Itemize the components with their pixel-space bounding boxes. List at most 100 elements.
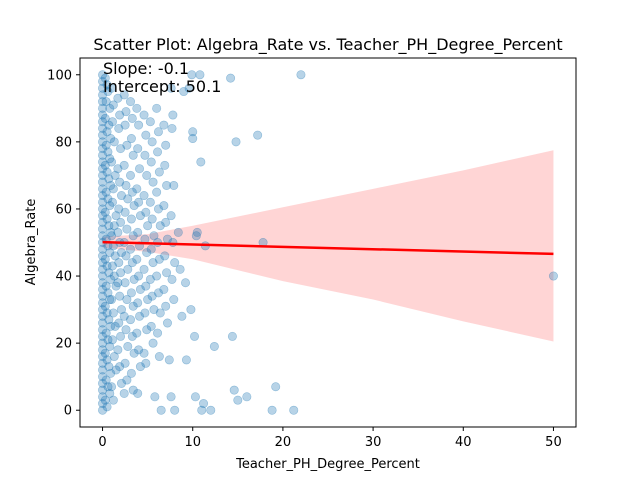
scatter-point xyxy=(148,177,158,187)
scatter-point xyxy=(98,191,108,201)
scatter-point xyxy=(139,264,149,274)
y-tick-label: 80 xyxy=(55,135,72,150)
scatter-point xyxy=(102,167,112,177)
scatter-point xyxy=(121,180,131,190)
scatter-point xyxy=(98,76,108,86)
x-tick-label: 40 xyxy=(455,435,472,450)
scatter-point xyxy=(103,87,113,97)
scatter-point xyxy=(114,204,124,214)
scatter-point xyxy=(153,147,163,157)
scatter-point xyxy=(98,97,108,107)
scatter-point xyxy=(115,177,125,187)
scatter-point xyxy=(98,177,108,187)
x-axis-label: Teacher_PH_Degree_Percent xyxy=(235,457,420,472)
scatter-point xyxy=(187,70,197,80)
scatter-point xyxy=(101,375,111,385)
scatter-point xyxy=(166,392,176,402)
scatter-point xyxy=(206,405,216,415)
scatter-point xyxy=(108,100,118,110)
scatter-point xyxy=(139,110,149,120)
scatter-point xyxy=(119,311,129,321)
scatter-point xyxy=(162,318,172,328)
scatter-point xyxy=(98,399,108,409)
scatter-point xyxy=(156,405,166,415)
scatter-point xyxy=(173,227,183,237)
scatter-point xyxy=(113,227,123,237)
scatter-point xyxy=(113,345,123,355)
scatter-point xyxy=(161,140,171,150)
scatter-point xyxy=(132,328,142,338)
scatter-point xyxy=(184,83,194,93)
scatter-point xyxy=(98,217,108,227)
x-tick-label: 20 xyxy=(275,435,292,450)
scatter-point xyxy=(147,214,157,224)
scatter-point xyxy=(135,311,145,321)
scatter-point xyxy=(100,73,110,83)
scatter-point xyxy=(98,345,108,355)
slope-annotation: Slope: -0.1 xyxy=(103,59,189,78)
scatter-point xyxy=(98,365,108,375)
scatter-point xyxy=(153,328,163,338)
scatter-point xyxy=(133,227,143,237)
scatter-point xyxy=(98,352,108,362)
scatter-point xyxy=(161,217,171,227)
scatter-point xyxy=(267,405,277,415)
scatter-point xyxy=(108,395,118,405)
scatter-point xyxy=(123,264,133,274)
scatter-point xyxy=(98,157,108,167)
scatter-point xyxy=(107,295,117,305)
scatter-point xyxy=(107,157,117,167)
scatter-point xyxy=(109,352,119,362)
scatter-point xyxy=(126,315,136,325)
scatter-point xyxy=(140,150,150,160)
scatter-point xyxy=(181,278,191,288)
scatter-point xyxy=(98,325,108,335)
scatter-point xyxy=(107,83,117,93)
scatter-point xyxy=(168,238,178,248)
scatter-point xyxy=(160,160,170,170)
x-tick-label: 0 xyxy=(98,435,106,450)
scatter-point xyxy=(121,325,131,335)
scatter-point xyxy=(134,345,144,355)
scatter-point xyxy=(141,130,151,140)
scatter-point xyxy=(127,258,137,268)
scatter-point xyxy=(126,214,136,224)
scatter-point xyxy=(113,278,123,288)
scatter-point xyxy=(149,305,159,315)
scatter-point xyxy=(98,110,108,120)
scatter-point xyxy=(154,254,164,264)
scatter-point xyxy=(153,127,163,137)
scatter-point xyxy=(98,83,108,93)
scatter-point xyxy=(98,70,108,80)
scatter-point xyxy=(102,127,112,137)
scatter-point xyxy=(116,305,126,315)
scatter-point xyxy=(177,311,187,321)
scatter-point xyxy=(199,399,209,409)
scatter-point xyxy=(134,197,144,207)
scatter-point xyxy=(104,120,114,130)
scatter-point xyxy=(103,288,113,298)
scatter-point xyxy=(98,103,108,113)
scatter-point xyxy=(227,331,237,341)
scatter-point xyxy=(105,154,115,164)
scatter-point xyxy=(145,197,155,207)
scatter-point xyxy=(122,375,132,385)
scatter-point xyxy=(147,137,157,147)
scatter-point xyxy=(98,372,108,382)
scatter-point xyxy=(101,187,111,197)
scatter-point xyxy=(98,211,108,221)
x-tick-label: 50 xyxy=(545,435,562,450)
scatter-point xyxy=(116,144,126,154)
scatter-point xyxy=(226,73,236,83)
scatter-point xyxy=(98,298,108,308)
scatter-point xyxy=(121,107,131,117)
scatter-point xyxy=(110,321,120,331)
scatter-point xyxy=(119,388,129,398)
scatter-point xyxy=(115,362,125,372)
scatter-point xyxy=(98,258,108,268)
scatter-point xyxy=(109,137,119,147)
scatter-point xyxy=(102,355,112,365)
scatter-point xyxy=(105,388,115,398)
scatter-point xyxy=(145,274,155,284)
scatter-point xyxy=(104,268,114,278)
